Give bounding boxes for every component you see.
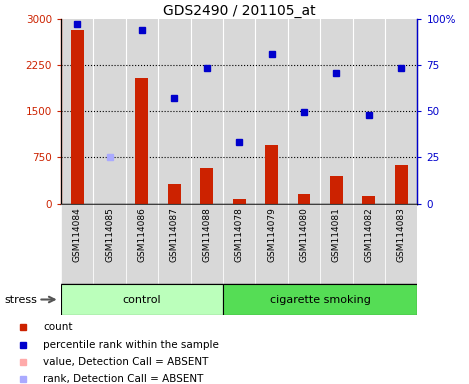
Bar xyxy=(330,176,343,204)
Text: rank, Detection Call = ABSENT: rank, Detection Call = ABSENT xyxy=(43,374,204,384)
Bar xyxy=(200,168,213,204)
Text: GSM114084: GSM114084 xyxy=(73,208,82,262)
Text: count: count xyxy=(43,322,73,332)
Text: GSM114080: GSM114080 xyxy=(300,208,309,262)
Text: value, Detection Call = ABSENT: value, Detection Call = ABSENT xyxy=(43,357,209,367)
Bar xyxy=(61,204,93,284)
Text: GSM114087: GSM114087 xyxy=(170,208,179,262)
Text: control: control xyxy=(123,295,161,305)
Text: percentile rank within the sample: percentile rank within the sample xyxy=(43,339,219,349)
Bar xyxy=(320,19,353,204)
Text: GSM114083: GSM114083 xyxy=(397,208,406,262)
Bar xyxy=(256,19,288,204)
Bar xyxy=(190,204,223,284)
Text: GSM114081: GSM114081 xyxy=(332,208,341,262)
Bar xyxy=(223,284,417,315)
Text: GSM114082: GSM114082 xyxy=(364,208,373,262)
Bar xyxy=(385,204,417,284)
Bar xyxy=(385,19,417,204)
Bar xyxy=(233,199,246,204)
Bar xyxy=(353,204,385,284)
Bar xyxy=(297,194,310,204)
Bar xyxy=(353,19,385,204)
Bar xyxy=(320,204,353,284)
Bar xyxy=(158,204,190,284)
Text: stress: stress xyxy=(5,295,38,305)
Bar xyxy=(223,204,256,284)
Text: cigarette smoking: cigarette smoking xyxy=(270,295,371,305)
Bar xyxy=(168,184,181,204)
Bar xyxy=(288,204,320,284)
Bar xyxy=(223,19,256,204)
Bar xyxy=(136,78,149,204)
Bar xyxy=(93,19,126,204)
Text: GSM114078: GSM114078 xyxy=(234,208,244,262)
Title: GDS2490 / 201105_at: GDS2490 / 201105_at xyxy=(163,4,316,18)
Bar xyxy=(265,145,278,204)
Bar xyxy=(190,19,223,204)
Bar xyxy=(126,204,158,284)
Text: GSM114079: GSM114079 xyxy=(267,208,276,262)
Text: GSM114085: GSM114085 xyxy=(105,208,114,262)
Bar xyxy=(288,19,320,204)
Bar xyxy=(126,19,158,204)
Bar xyxy=(363,196,375,204)
Bar xyxy=(256,204,288,284)
Text: GSM114086: GSM114086 xyxy=(137,208,146,262)
Bar xyxy=(61,19,93,204)
Bar xyxy=(395,166,408,204)
Text: GSM114088: GSM114088 xyxy=(202,208,212,262)
Bar xyxy=(71,30,83,204)
Bar xyxy=(158,19,190,204)
Bar xyxy=(93,204,126,284)
Bar xyxy=(61,284,223,315)
